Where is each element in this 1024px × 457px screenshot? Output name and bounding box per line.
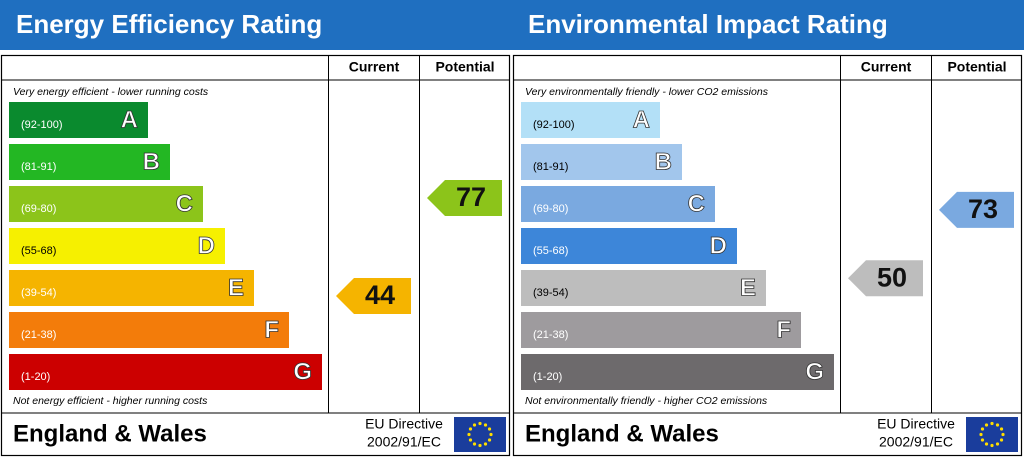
current-header: Current [861, 59, 912, 75]
rating-value: 77 [456, 182, 486, 212]
table-frame [512, 54, 1023, 457]
bottom-note: Not environmentally friendly - higher CO… [525, 395, 768, 407]
flag-star [980, 427, 985, 431]
directive-line: 2002/91/EC [879, 434, 953, 450]
flag-star [489, 432, 493, 437]
flag-star [472, 423, 477, 427]
flag-star [468, 427, 473, 431]
band-letter: C [688, 190, 705, 217]
flag-star [990, 443, 994, 448]
rating-arrow [336, 278, 411, 315]
epc-panel: Energy Efficiency Rating Current Potential… [0, 0, 512, 457]
band-range: (55-68) [21, 245, 56, 257]
band-letter: F [264, 316, 279, 343]
band-letter: A [633, 106, 650, 133]
flag-star [999, 438, 1004, 442]
panel-title: Environmental Impact Rating [528, 9, 888, 39]
rating-band [9, 270, 254, 306]
flag-star [999, 427, 1004, 431]
rating-value: 50 [877, 262, 907, 292]
band-range: (69-80) [533, 203, 568, 215]
flag-star [1001, 432, 1005, 437]
rating-arrow [427, 180, 502, 217]
rating-arrow [848, 260, 923, 297]
rating-value: 73 [968, 194, 998, 224]
table-frame [0, 54, 511, 457]
rating-band [9, 102, 148, 138]
rating-band [521, 270, 766, 306]
band-range: (92-100) [21, 119, 63, 131]
current-header: Current [349, 59, 400, 75]
flag-star [995, 423, 1000, 427]
band-letter: C [176, 190, 193, 217]
flag-star [472, 442, 477, 446]
flag-star [487, 438, 492, 442]
flag-star [984, 423, 989, 427]
flag-star [990, 421, 994, 426]
region-label: England & Wales [13, 420, 207, 447]
flag-star [979, 432, 983, 437]
rating-value: 44 [365, 280, 395, 310]
band-range: (39-54) [21, 287, 56, 299]
bottom-note: Not energy efficient - higher running co… [13, 395, 208, 407]
potential-header: Potential [435, 59, 494, 75]
band-letter: D [710, 232, 727, 259]
band-letter: E [740, 274, 756, 301]
potential-header: Potential [947, 59, 1006, 75]
rating-band [9, 312, 289, 348]
flag-star [995, 442, 1000, 446]
flag-star [478, 443, 482, 448]
rating-band [521, 228, 737, 264]
band-letter: G [805, 358, 824, 385]
band-range: (39-54) [533, 287, 568, 299]
rating-band [521, 312, 801, 348]
rating-band [9, 186, 203, 222]
band-range: (69-80) [21, 203, 56, 215]
top-note: Very environmentally friendly - lower CO… [525, 86, 769, 98]
directive-line: 2002/91/EC [367, 434, 441, 450]
band-range: (1-20) [533, 371, 562, 383]
rating-band [521, 102, 660, 138]
band-range: (81-91) [21, 161, 56, 173]
flag-star [478, 421, 482, 426]
flag-star [980, 438, 985, 442]
top-note: Very energy efficient - lower running co… [13, 86, 209, 98]
band-range: (1-20) [21, 371, 50, 383]
rating-band [521, 186, 715, 222]
band-letter: B [655, 148, 672, 175]
band-range: (81-91) [533, 161, 568, 173]
band-range: (21-38) [21, 329, 56, 341]
directive-line: EU Directive [365, 416, 443, 432]
flag-star [468, 438, 473, 442]
rating-band [9, 354, 322, 390]
flag-star [487, 427, 492, 431]
flag-star [467, 432, 471, 437]
band-letter: F [776, 316, 791, 343]
band-letter: G [293, 358, 312, 385]
band-range: (55-68) [533, 245, 568, 257]
header-bar [512, 0, 1024, 50]
panel-title: Energy Efficiency Rating [16, 9, 322, 39]
rating-band [9, 144, 170, 180]
rating-band [521, 354, 834, 390]
flag-star [483, 442, 488, 446]
band-letter: A [121, 106, 138, 133]
band-letter: E [228, 274, 244, 301]
band-range: (92-100) [533, 119, 575, 131]
band-letter: D [198, 232, 215, 259]
band-letter: B [143, 148, 160, 175]
rating-arrow [939, 191, 1014, 228]
band-range: (21-38) [533, 329, 568, 341]
flag-star [984, 442, 989, 446]
rating-band [521, 144, 682, 180]
header-bar [0, 0, 512, 50]
epc-panel: Environmental Impact Rating Current Potent… [512, 0, 1024, 457]
region-label: England & Wales [525, 420, 719, 447]
rating-band [9, 228, 225, 264]
directive-line: EU Directive [877, 416, 955, 432]
flag-star [483, 423, 488, 427]
